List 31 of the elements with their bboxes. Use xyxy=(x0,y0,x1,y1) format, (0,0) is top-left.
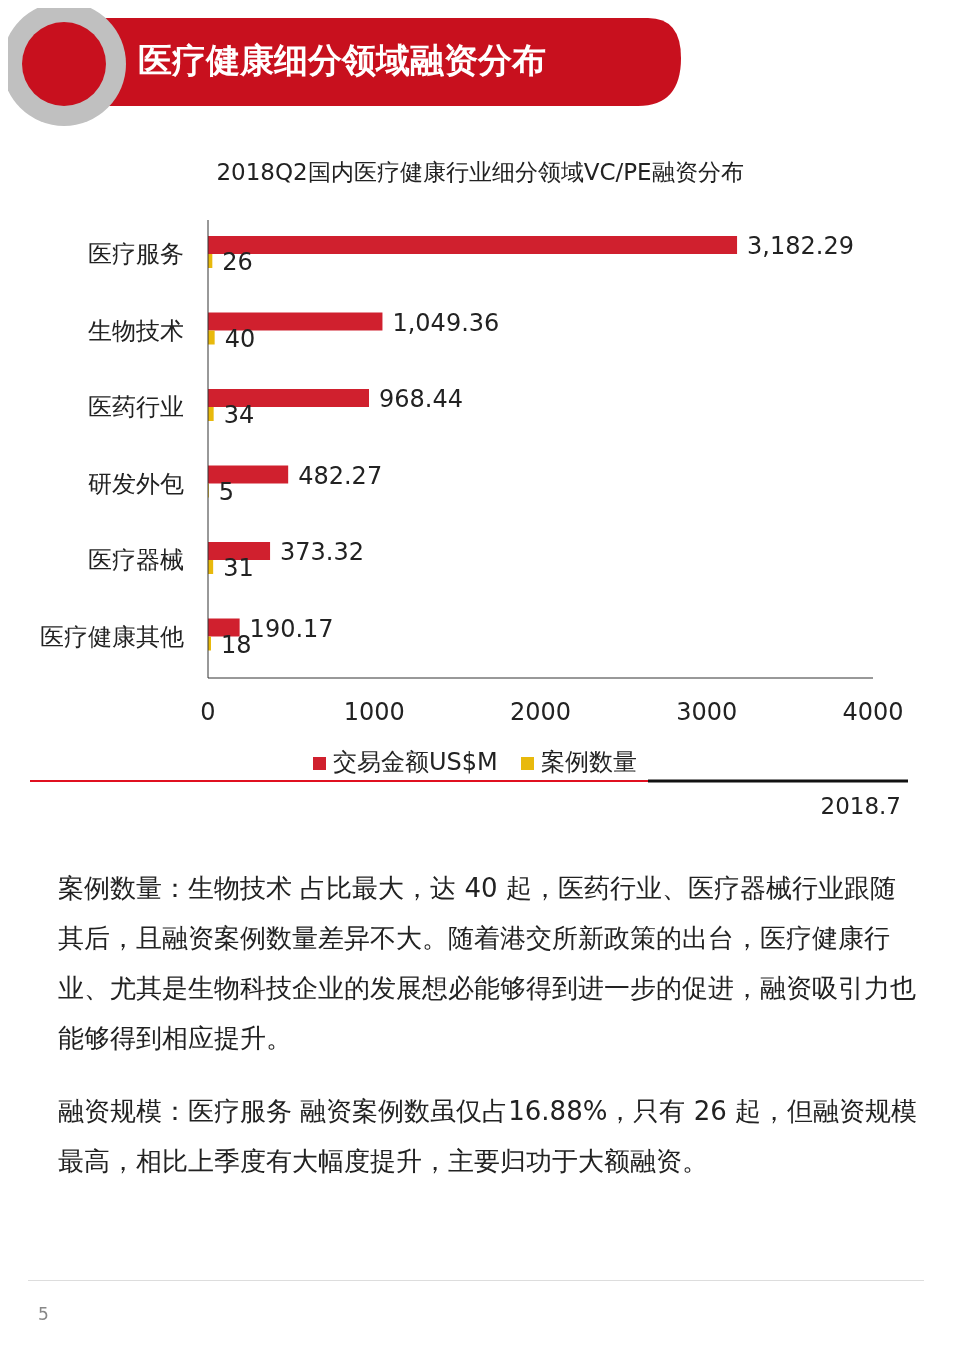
data-label: 968.44 xyxy=(379,385,463,413)
data-label: 5 xyxy=(218,477,235,506)
data-label: 190.17 xyxy=(249,614,334,643)
x-tick-label: 2000 xyxy=(509,698,572,726)
y-tick-label: 医疗健康其他 xyxy=(40,622,184,651)
x-tick-label: 3000 xyxy=(676,698,738,726)
data-label: 482.27 xyxy=(298,461,383,490)
data-label: 18 xyxy=(220,630,252,659)
text: 5 xyxy=(38,1304,49,1324)
x-tick-label: 0 xyxy=(200,698,216,726)
y-tick-label: 生物技术 xyxy=(88,316,184,345)
legend-label: 案例数量 xyxy=(541,748,637,776)
data-label: 40 xyxy=(224,324,256,353)
data-label: 34 xyxy=(223,401,255,429)
y-tick-label: 研发外包 xyxy=(88,469,184,498)
data-label: 1,049.36 xyxy=(392,308,500,337)
chart-subtitle: 2018Q2国内医疗健康行业细分领域VC/PE融资分布 xyxy=(216,159,744,185)
text: 2018.7 xyxy=(820,793,901,819)
x-tick-label: 1000 xyxy=(343,698,405,726)
chart-title: 医疗健康细分领域融资分布 xyxy=(138,40,546,80)
text: 案例数量：生物技术 占比最大，达 40 起，医药行业、医疗器械行业跟随其后，且融资案例数量差异不大。随着港交所新政策的出台，医疗健康行业、尤其是生物科技企业的发展想必能够得到进一步的促进，融资吸引力也能够得到相应提升。 xyxy=(58,872,917,1055)
data-label: 26 xyxy=(222,248,253,276)
data-label: 3,182.29 xyxy=(747,232,854,260)
x-tick-label: 4000 xyxy=(842,698,904,726)
data-label: 373.32 xyxy=(280,538,365,566)
y-tick-label: 医药行业 xyxy=(88,393,184,421)
y-tick-label: 医疗服务 xyxy=(88,240,184,268)
y-tick-label: 医疗器械 xyxy=(88,546,184,574)
legend-label: 交易金额US$M xyxy=(333,748,498,776)
text: 融资规模：医疗服务 融资案例数虽仅占16.88%，只有 26 起，但融资规模最高，相比上季度有大幅度提升，主要归功于大额融资。 xyxy=(58,1095,918,1178)
data-label: 31 xyxy=(223,554,254,582)
